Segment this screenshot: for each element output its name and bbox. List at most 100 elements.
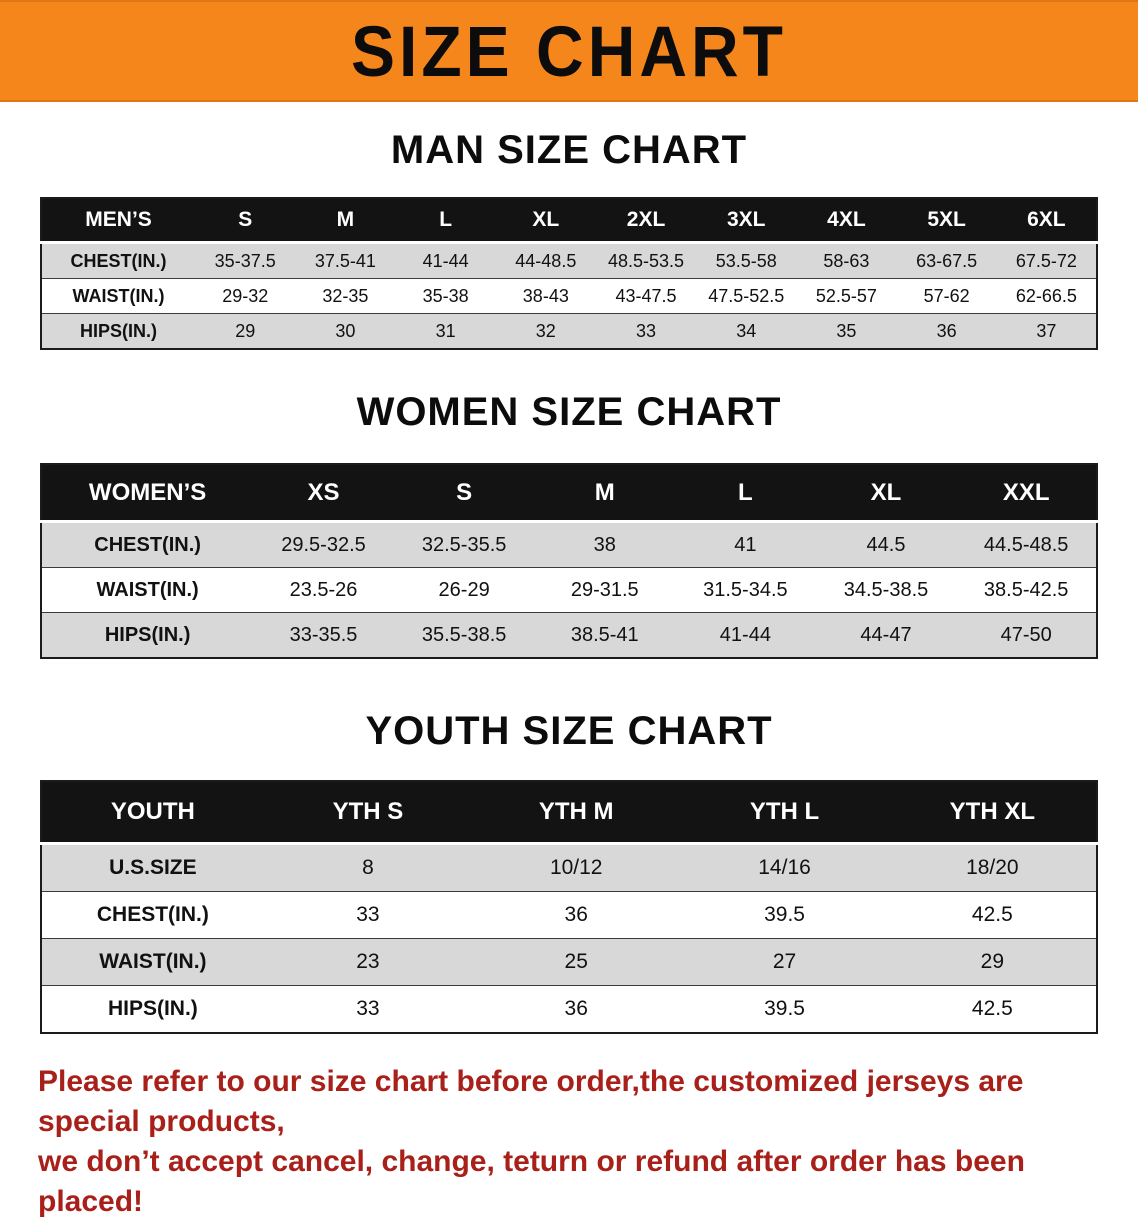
- mens-cell-0-1: 37.5-41: [295, 242, 396, 279]
- mens-cell-1-3: 38-43: [495, 278, 596, 314]
- mens-column-0: S: [195, 198, 296, 244]
- youth-cell-3-3: 42.5: [888, 985, 1097, 1033]
- mens-column-7: 5XL: [896, 198, 997, 244]
- youth-table-row-2: WAIST(IN.) 23 25 27 29: [41, 938, 1097, 986]
- mens-header-label: MEN’S: [41, 198, 196, 244]
- mens-cell-0-5: 53.5-58: [696, 242, 797, 279]
- womens-row-label-1: WAIST(IN.): [41, 567, 254, 613]
- youth-table-row-1: CHEST(IN.) 33 36 39.5 42.5: [41, 891, 1097, 939]
- youth-cell-2-0: 23: [263, 938, 473, 986]
- mens-row-label-2: HIPS(IN.): [41, 313, 196, 349]
- mens-cell-1-0: 29-32: [195, 278, 296, 314]
- mens-cell-2-6: 35: [796, 313, 897, 349]
- youth-cell-0-2: 14/16: [680, 843, 889, 892]
- mens-size-table: MEN’S S M L XL 2XL 3XL 4XL 5XL 6XL CHEST(IN.) 35-37…: [40, 197, 1098, 350]
- womens-cell-2-5: 47-50: [956, 612, 1097, 658]
- mens-cell-2-3: 32: [495, 313, 596, 349]
- womens-size-table: WOMEN’S XS S M L XL XXL CHEST(IN.) 29.5-32.5 32.5…: [40, 463, 1098, 659]
- mens-cell-2-4: 33: [595, 313, 697, 349]
- mens-cell-2-0: 29: [195, 313, 296, 349]
- youth-cell-3-1: 36: [472, 985, 681, 1033]
- youth-column-0: YTH S: [263, 781, 473, 845]
- mens-row-label-0: CHEST(IN.): [41, 242, 196, 279]
- mens-row-label-1: WAIST(IN.): [41, 278, 196, 314]
- youth-column-3: YTH XL: [888, 781, 1097, 845]
- womens-column-4: XL: [815, 464, 957, 523]
- womens-column-5: XXL: [956, 464, 1097, 523]
- youth-cell-2-1: 25: [472, 938, 681, 986]
- mens-cell-0-4: 48.5-53.5: [595, 242, 697, 279]
- mens-column-1: M: [295, 198, 396, 244]
- mens-cell-0-2: 41-44: [395, 242, 496, 279]
- womens-cell-1-0: 23.5-26: [253, 567, 394, 613]
- youth-size-table: YOUTH YTH S YTH M YTH L YTH XL U.S.SIZE 8 10/12…: [40, 780, 1098, 1034]
- mens-cell-0-0: 35-37.5: [195, 242, 296, 279]
- womens-cell-0-0: 29.5-32.5: [253, 521, 394, 568]
- mens-table-row-0: CHEST(IN.) 35-37.5 37.5-41 41-44 44-48.5 48.5…: [41, 242, 1097, 279]
- youth-row-label-2: WAIST(IN.): [41, 938, 264, 986]
- man-size-chart-heading: MAN SIZE CHART: [390, 128, 748, 172]
- womens-size-table-container: WOMEN’S XS S M L XL XXL CHEST(IN.) 29.5-32.5 32.5…: [40, 463, 1098, 659]
- youth-header-label: YOUTH: [41, 781, 264, 845]
- youth-column-1: YTH M: [472, 781, 681, 845]
- order-policy-note: Please refer to our size chart before or…: [0, 1062, 1138, 1222]
- mens-cell-2-8: 37: [996, 313, 1097, 349]
- youth-cell-3-2: 39.5: [680, 985, 889, 1033]
- mens-column-6: 4XL: [796, 198, 897, 244]
- womens-cell-1-4: 34.5-38.5: [815, 567, 957, 613]
- youth-cell-2-2: 27: [680, 938, 889, 986]
- womens-column-0: XS: [253, 464, 394, 523]
- mens-cell-0-8: 67.5-72: [996, 242, 1097, 279]
- womens-table-row-0: CHEST(IN.) 29.5-32.5 32.5-35.5 38 41 44.5 44.5…: [41, 521, 1097, 568]
- mens-cell-2-2: 31: [395, 313, 496, 349]
- youth-cell-0-3: 18/20: [888, 843, 1097, 892]
- banner-title: SIZE CHART: [351, 11, 787, 91]
- mens-cell-1-2: 35-38: [395, 278, 496, 314]
- youth-size-chart-heading: YOUTH SIZE CHART: [365, 709, 773, 753]
- womens-cell-2-4: 44-47: [815, 612, 957, 658]
- youth-row-label-0: U.S.SIZE: [41, 843, 264, 892]
- youth-column-2: YTH L: [680, 781, 889, 845]
- womens-column-3: L: [675, 464, 816, 523]
- youth-row-label-1: CHEST(IN.): [41, 891, 264, 939]
- mens-column-4: 2XL: [595, 198, 697, 244]
- womens-cell-0-1: 32.5-35.5: [393, 521, 535, 568]
- womens-column-2: M: [534, 464, 676, 523]
- mens-cell-2-5: 34: [696, 313, 797, 349]
- womens-cell-1-3: 31.5-34.5: [675, 567, 816, 613]
- womens-cell-0-3: 41: [675, 521, 816, 568]
- mens-cell-1-4: 43-47.5: [595, 278, 697, 314]
- youth-row-label-3: HIPS(IN.): [41, 985, 264, 1033]
- women-size-chart-heading: WOMEN SIZE CHART: [356, 390, 782, 434]
- youth-cell-1-2: 39.5: [680, 891, 889, 939]
- mens-column-5: 3XL: [696, 198, 797, 244]
- mens-cell-1-8: 62-66.5: [996, 278, 1097, 314]
- womens-cell-0-4: 44.5: [815, 521, 957, 568]
- youth-size-table-container: YOUTH YTH S YTH M YTH L YTH XL U.S.SIZE 8 10/12…: [40, 780, 1098, 1034]
- mens-cell-0-3: 44-48.5: [495, 242, 596, 279]
- womens-cell-0-2: 38: [534, 521, 676, 568]
- mens-cell-0-7: 63-67.5: [896, 242, 997, 279]
- womens-cell-2-1: 35.5-38.5: [393, 612, 535, 658]
- mens-column-3: XL: [495, 198, 596, 244]
- order-policy-line-1: Please refer to our size chart before or…: [38, 1065, 1024, 1138]
- youth-cell-1-0: 33: [263, 891, 473, 939]
- mens-size-table-container: MEN’S S M L XL 2XL 3XL 4XL 5XL 6XL CHEST(IN.) 35-37…: [40, 197, 1098, 350]
- mens-cell-1-1: 32-35: [295, 278, 396, 314]
- mens-cell-1-5: 47.5-52.5: [696, 278, 797, 314]
- mens-column-2: L: [395, 198, 496, 244]
- mens-cell-1-6: 52.5-57: [796, 278, 897, 314]
- youth-cell-3-0: 33: [263, 985, 473, 1033]
- womens-column-1: S: [393, 464, 535, 523]
- mens-cell-2-7: 36: [896, 313, 997, 349]
- youth-cell-0-0: 8: [263, 843, 473, 892]
- womens-header-row: WOMEN’S XS S M L XL XXL: [41, 464, 1097, 523]
- order-policy-line-2: we don’t accept cancel, change, teturn o…: [38, 1145, 1025, 1218]
- youth-cell-0-1: 10/12: [472, 843, 681, 892]
- mens-header-row: MEN’S S M L XL 2XL 3XL 4XL 5XL 6XL: [41, 198, 1097, 244]
- womens-table-row-1: WAIST(IN.) 23.5-26 26-29 29-31.5 31.5-34.5 34…: [41, 567, 1097, 613]
- youth-cell-1-1: 36: [472, 891, 681, 939]
- womens-row-label-2: HIPS(IN.): [41, 612, 254, 658]
- youth-table-row-3: HIPS(IN.) 33 36 39.5 42.5: [41, 985, 1097, 1033]
- womens-cell-1-1: 26-29: [393, 567, 535, 613]
